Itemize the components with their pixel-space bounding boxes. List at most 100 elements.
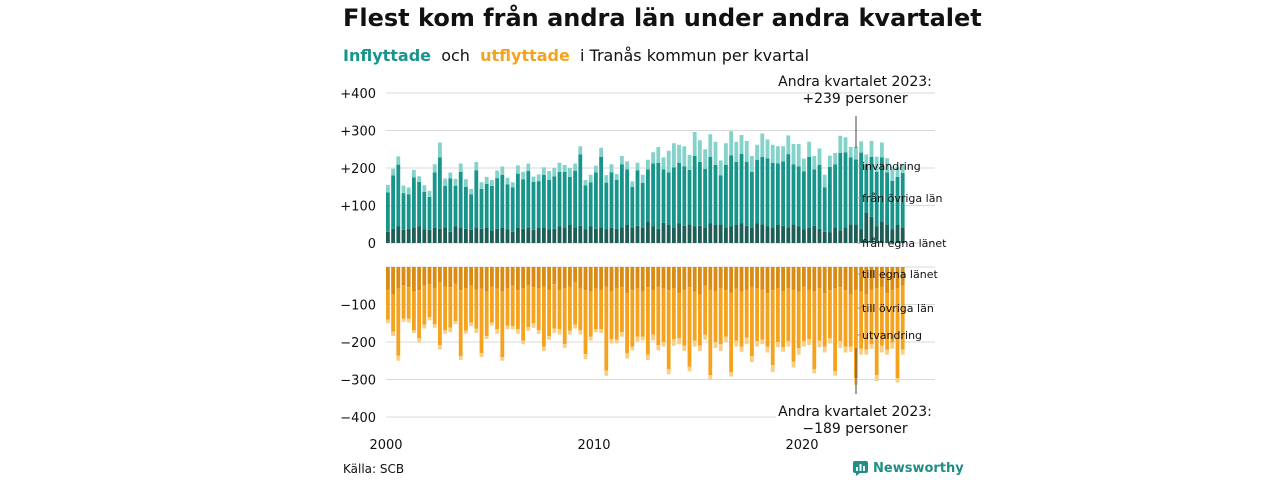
y-tick-label: −100	[340, 299, 376, 314]
bar-in-own-county	[427, 229, 432, 243]
bar-out-own-county	[838, 267, 843, 288]
bar-out-other-counties	[505, 288, 510, 326]
bar-in-other-counties	[443, 186, 447, 228]
bar-in-other-counties	[656, 162, 661, 229]
bar-out-own-county	[869, 267, 874, 290]
bar-out-own-county	[469, 267, 473, 285]
bar-out-emigration	[895, 378, 900, 383]
bar-in-immigration	[646, 159, 650, 170]
bar-in-own-county	[635, 225, 640, 243]
bar-out-emigration	[396, 355, 401, 361]
bar-in-other-counties	[583, 185, 588, 230]
bar-out-other-counties	[646, 287, 650, 355]
bar-out-emigration	[432, 324, 437, 328]
bar-out-other-counties	[822, 293, 827, 347]
bar-out-own-county	[620, 267, 624, 288]
bar-out-own-county	[895, 267, 900, 288]
annotation-top-line1: Andra kvartalet 2023:	[778, 74, 932, 90]
bar-in-other-counties	[547, 180, 551, 230]
bar-in-other-counties	[692, 156, 697, 227]
bar-out-emigration	[635, 336, 640, 342]
bar-out-own-county	[817, 267, 822, 288]
bar-out-other-counties	[760, 289, 765, 340]
bar-out-emigration	[417, 338, 421, 343]
bar-in-immigration	[578, 146, 583, 155]
bar-in-immigration	[880, 142, 884, 158]
bar-in-other-counties	[495, 178, 499, 229]
y-tick-label: +300	[340, 125, 376, 140]
bar-out-own-county	[666, 267, 671, 291]
bar-out-own-county	[536, 267, 541, 289]
bar-out-own-county	[453, 267, 458, 284]
bar-out-emigration	[609, 339, 614, 344]
bar-in-immigration	[900, 163, 905, 173]
bar-in-other-counties	[531, 181, 536, 230]
bar-out-other-counties	[469, 285, 473, 323]
bar-out-other-counties	[640, 291, 645, 337]
bar-out-other-counties	[458, 290, 463, 357]
out-series-label: till egna länet	[862, 268, 938, 281]
bar-out-own-county	[880, 267, 884, 287]
bar-in-other-counties	[427, 196, 432, 230]
bar-out-emigration	[438, 345, 442, 350]
bar-out-own-county	[406, 267, 411, 288]
bar-out-own-county	[599, 267, 603, 290]
bar-in-immigration	[479, 182, 484, 189]
annotation-bottom-line2: −189 personer	[802, 421, 908, 437]
bar-out-own-county	[859, 267, 863, 292]
bar-in-own-county	[744, 225, 749, 243]
bar-out-emigration	[786, 341, 791, 347]
bar-in-immigration	[864, 154, 869, 165]
bar-in-own-county	[490, 231, 494, 243]
bar-in-own-county	[802, 229, 806, 243]
bar-in-other-counties	[677, 162, 681, 224]
newsworthy-logo[interactable]: Newsworthy	[853, 461, 964, 476]
bar-in-immigration	[770, 144, 775, 163]
y-tick-label: 0	[368, 237, 376, 252]
bar-in-own-county	[750, 228, 754, 243]
bar-in-other-counties	[750, 171, 754, 228]
bar-out-other-counties	[900, 285, 905, 350]
bar-in-own-county	[578, 225, 583, 243]
bar-out-emigration	[542, 346, 546, 351]
bar-in-other-counties	[505, 184, 510, 230]
bar-in-immigration	[672, 143, 676, 168]
bar-in-immigration	[656, 147, 661, 163]
bar-in-other-counties	[698, 162, 702, 226]
bar-in-immigration	[438, 142, 442, 158]
bar-out-own-county	[630, 267, 635, 291]
bar-out-own-county	[729, 267, 733, 294]
bar-out-emigration	[750, 356, 754, 363]
bar-in-own-county	[791, 224, 796, 243]
bar-out-emigration	[791, 361, 796, 368]
bar-in-own-county	[885, 225, 889, 243]
bar-out-own-county	[516, 267, 520, 291]
bar-out-other-counties	[666, 290, 671, 369]
bar-in-own-county	[687, 224, 692, 243]
bar-in-immigration	[869, 141, 874, 157]
bar-out-other-counties	[474, 289, 479, 329]
bar-out-other-counties	[828, 290, 832, 339]
bar-out-other-counties	[781, 291, 785, 348]
bar-in-immigration	[568, 168, 572, 177]
annotation-top: Andra kvartalet 2023: +239 personer	[776, 74, 934, 108]
bar-in-immigration	[484, 177, 489, 184]
bar-out-other-counties	[874, 288, 879, 375]
bar-in-other-counties	[895, 177, 900, 225]
bar-in-other-counties	[864, 164, 869, 213]
chart-subtitle: Inflyttade och utflyttade i Tranås kommu…	[343, 46, 809, 65]
bar-out-other-counties	[432, 288, 437, 324]
bar-in-immigration	[573, 163, 577, 171]
bar-in-own-county	[438, 228, 442, 243]
bar-in-own-county	[432, 228, 437, 243]
bar-out-emigration	[583, 354, 588, 360]
bar-in-other-counties	[687, 169, 692, 225]
bar-in-own-county	[755, 223, 759, 243]
bar-out-other-counties	[401, 285, 406, 319]
bar-out-own-county	[833, 267, 837, 289]
bar-in-own-county	[510, 231, 515, 243]
bar-in-own-county	[640, 228, 645, 243]
y-tick-label: +200	[340, 162, 376, 177]
bar-in-immigration	[562, 165, 567, 172]
bar-in-other-counties	[843, 152, 848, 228]
